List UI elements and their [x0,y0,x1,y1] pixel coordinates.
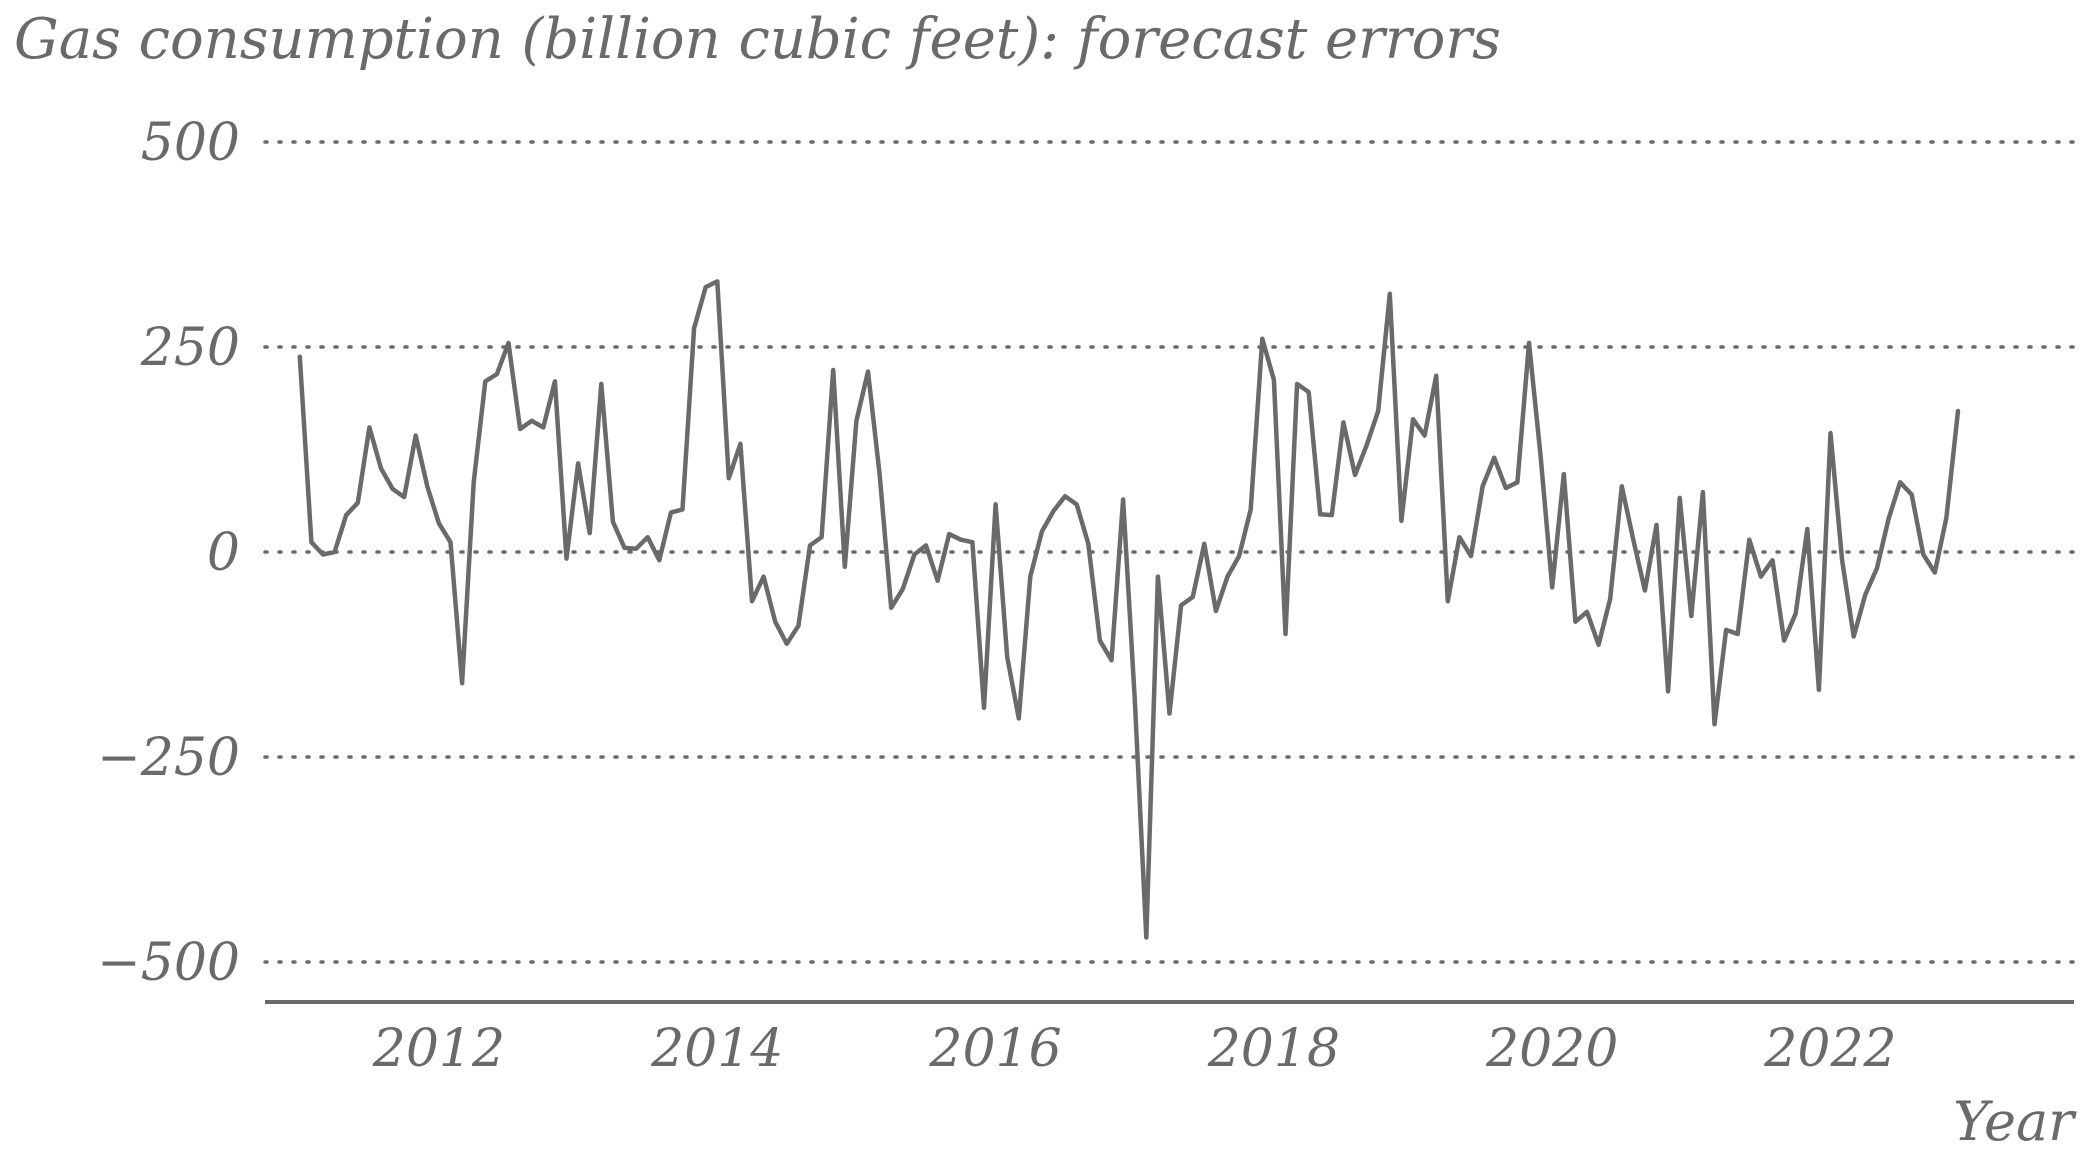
x-tick-label: 2016 [928,1019,1061,1079]
x-axis-tick-labels: 2012 2014 2016 2018 2020 2022 [372,1019,1897,1079]
x-tick-label: 2022 [1763,1019,1896,1079]
y-tick-label: −500 [97,933,240,993]
y-tick-label: 500 [141,113,240,173]
y-tick-label: 0 [207,523,240,583]
y-axis-tick-labels: 500 250 0 −250 −500 [97,113,240,993]
series-line [297,279,1961,940]
x-tick-label: 2018 [1207,1019,1340,1079]
x-axis-title: Year [1953,1090,2077,1153]
x-tick-label: 2012 [372,1019,505,1079]
x-tick-label: 2020 [1485,1019,1618,1079]
chart-title: Gas consumption (billion cubic feet): fo… [14,7,1501,72]
series-layer [297,279,1961,940]
y-tick-label: −250 [97,728,240,788]
x-tick-label: 2014 [650,1019,783,1079]
y-tick-label: 250 [140,318,240,378]
